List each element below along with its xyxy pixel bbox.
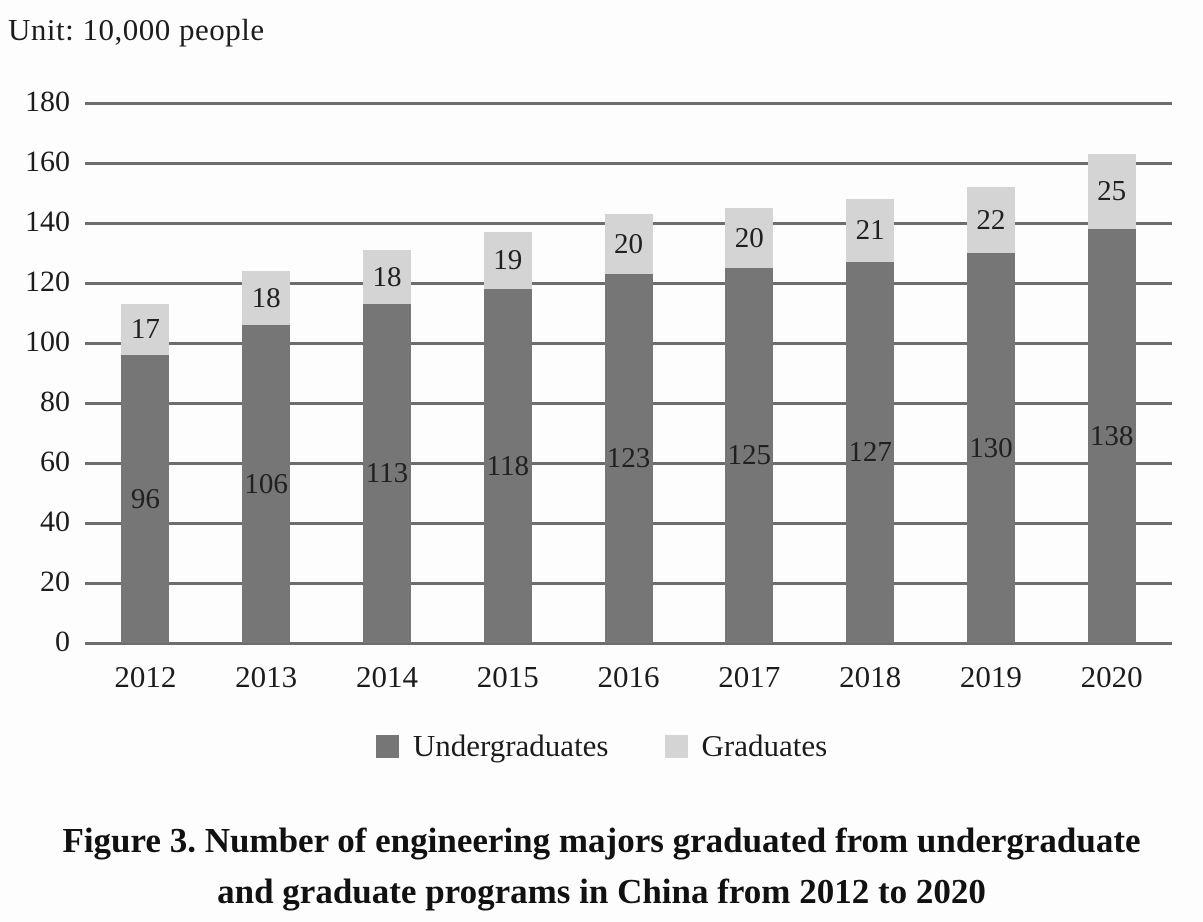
x-tick-label-2012: 2012 (114, 659, 177, 694)
x-tick-label-2018: 2018 (839, 659, 902, 694)
plot-area: 96 17 106 18 113 18 118 19 123 20 125 20 127 21 130 22 1… (85, 102, 1172, 645)
bar-segment-graduates-2016: 20 (604, 214, 653, 274)
bar-segment-undergraduates-2015: 118 (483, 289, 532, 643)
legend-label-undergraduates: Undergraduates (412, 728, 609, 763)
legend-item-graduates: Graduates (664, 728, 828, 764)
y-tick-label-60: 60 (40, 445, 70, 478)
bar-segment-undergraduates-2019: 130 (966, 253, 1015, 643)
stacked-bar-2014: 113 18 (362, 250, 411, 643)
stacked-bar-2018: 127 21 (846, 199, 895, 643)
bar-value-label: 130 (969, 431, 1013, 464)
bar-value-label: 106 (244, 467, 288, 500)
bar-segment-undergraduates-2018: 127 (846, 262, 895, 643)
bar-value-label: 113 (365, 457, 409, 489)
stacked-bar-2012: 96 17 (121, 304, 170, 643)
gridline-y-180 (85, 102, 1172, 105)
stacked-bar-2017: 125 20 (725, 208, 774, 643)
x-tick-label-2019: 2019 (959, 659, 1022, 694)
bar-value-label: 19 (493, 244, 523, 276)
bar-segment-graduates-2017: 20 (725, 208, 774, 268)
bar-value-label: 18 (372, 260, 402, 293)
bar-segment-undergraduates-2012: 96 (121, 355, 170, 643)
bar-segment-undergraduates-2017: 125 (725, 268, 774, 643)
bar-value-label: 21 (855, 214, 885, 246)
legend-label-graduates: Graduates (701, 728, 828, 763)
bar-slot-2013: 106 18 (206, 103, 327, 643)
bar-slot-2019: 130 22 (930, 103, 1051, 643)
x-tick-label-2014: 2014 (355, 659, 418, 694)
bar-slot-2012: 96 17 (85, 103, 206, 643)
y-tick-label-20: 20 (40, 565, 70, 598)
bar-segment-undergraduates-2016: 123 (604, 274, 653, 643)
bar-slot-2014: 113 18 (327, 103, 448, 643)
legend-swatch-undergraduates (375, 734, 399, 758)
bar-segment-graduates-2014: 18 (362, 250, 411, 304)
y-tick-label-160: 160 (25, 145, 70, 178)
bar-slot-2016: 123 20 (568, 103, 689, 643)
bar-slot-2018: 127 21 (810, 103, 931, 643)
bar-value-label: 20 (614, 227, 644, 260)
x-tick-label-2020: 2020 (1080, 659, 1143, 694)
figure-caption-line1: Figure 3. Number of engineering majors g… (62, 821, 1141, 860)
bar-value-label: 125 (727, 439, 772, 471)
figure-caption-line2: and graduate programs in China from 2012… (217, 871, 986, 911)
bar-segment-undergraduates-2013: 106 (242, 325, 291, 643)
unit-label: Unit: 10,000 people (8, 12, 265, 47)
bar-segment-undergraduates-2014: 113 (362, 304, 411, 643)
x-tick-label-2015: 2015 (476, 659, 539, 694)
chart-legend: Undergraduates Graduates (0, 728, 1203, 764)
bar-segment-graduates-2019: 22 (966, 187, 1015, 253)
bar-value-label: 17 (130, 313, 160, 345)
y-tick-label-40: 40 (40, 505, 70, 538)
gridline-y-160 (85, 162, 1172, 165)
bar-segment-graduates-2015: 19 (483, 232, 532, 289)
y-tick-label-0: 0 (55, 625, 70, 658)
bar-slot-2020: 138 25 (1051, 103, 1172, 643)
stacked-bar-2016: 123 20 (604, 214, 653, 643)
bar-value-label: 22 (976, 203, 1006, 236)
bar-value-label: 96 (130, 482, 160, 515)
bar-segment-graduates-2020: 25 (1087, 154, 1136, 229)
y-tick-label-140: 140 (25, 205, 70, 238)
bar-value-label: 20 (734, 221, 764, 254)
stacked-bar-2019: 130 22 (966, 187, 1015, 643)
x-tick-label-2016: 2016 (597, 659, 660, 694)
bar-slot-2015: 118 19 (447, 103, 568, 643)
y-tick-label-80: 80 (40, 385, 70, 418)
legend-item-undergraduates: Undergraduates (375, 728, 609, 764)
bar-segment-graduates-2012: 17 (121, 304, 170, 355)
bar-slot-2017: 125 20 (689, 103, 810, 643)
bar-value-label: 18 (251, 281, 281, 314)
gridline-y-0 (85, 642, 1172, 645)
y-tick-label-100: 100 (25, 325, 70, 358)
x-tick-label-2013: 2013 (235, 659, 298, 694)
bar-segment-graduates-2013: 18 (242, 271, 291, 325)
figure-caption: Figure 3. Number of engineering majors g… (0, 816, 1203, 918)
stacked-bar-2020: 138 25 (1087, 154, 1136, 643)
bar-value-label: 127 (848, 436, 892, 468)
x-axis-labels: 2012 2013 2014 2015 2016 2017 2018 2019 2020 (85, 659, 1172, 695)
bar-value-label: 123 (606, 442, 651, 474)
bar-value-label: 118 (486, 449, 529, 482)
stacked-bar-2015: 118 19 (483, 232, 532, 643)
bar-value-label: 25 (1097, 175, 1127, 207)
y-tick-label-180: 180 (25, 85, 70, 118)
bar-segment-graduates-2018: 21 (846, 199, 895, 262)
y-tick-label-120: 120 (25, 265, 70, 298)
legend-swatch-graduates (664, 734, 688, 758)
stacked-bar-2013: 106 18 (242, 271, 291, 643)
bar-value-label: 138 (1089, 419, 1134, 452)
x-tick-label-2017: 2017 (718, 659, 781, 694)
bars-layer: 96 17 106 18 113 18 118 19 123 20 125 20 127 21 130 22 1… (85, 103, 1172, 643)
bar-segment-undergraduates-2020: 138 (1087, 229, 1136, 643)
